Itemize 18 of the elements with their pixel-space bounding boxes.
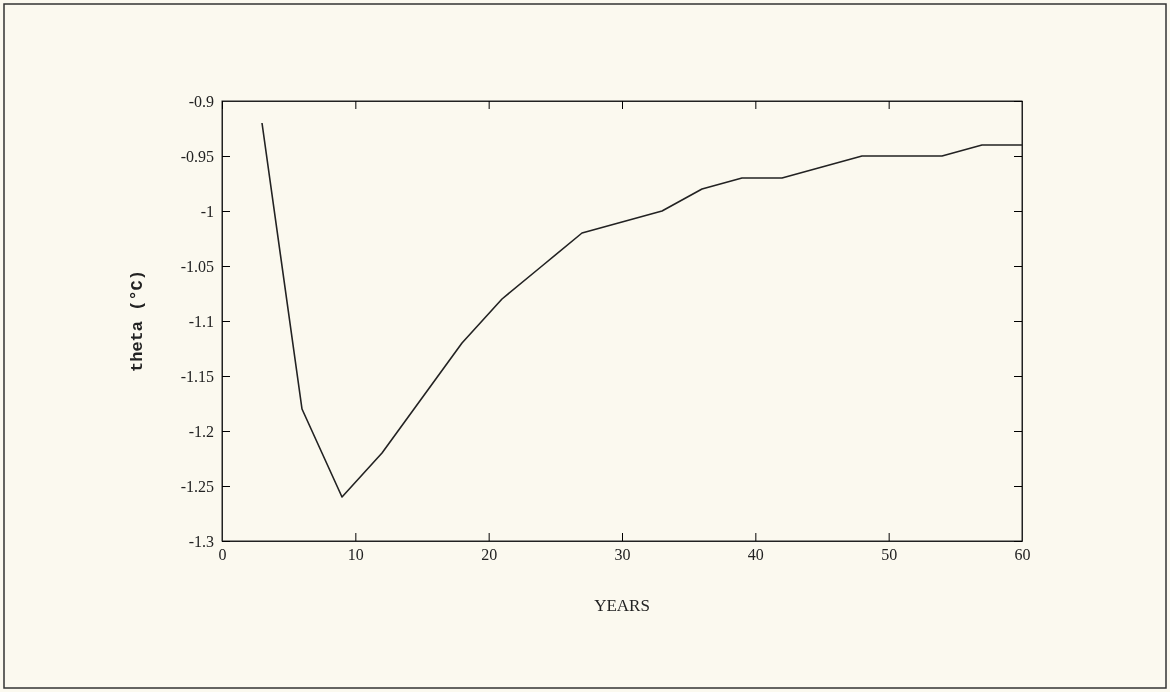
x-tick-label: 60: [1014, 546, 1031, 564]
y-tick-label: -0.9: [188, 92, 214, 110]
y-tick-label: -1: [200, 202, 214, 220]
y-tick-label: -1.25: [180, 477, 214, 495]
x-tick-label: 40: [747, 546, 764, 564]
x-tick-label: 0: [218, 546, 227, 564]
y-axis-title: theta (°C): [128, 269, 147, 373]
x-tick-label: 30: [614, 546, 631, 564]
y-tick-label: -1.15: [180, 367, 214, 385]
y-tick-label: -0.95: [180, 147, 214, 165]
y-tick-label: -1.3: [188, 532, 214, 550]
y-tick-label: -1.1: [188, 312, 214, 330]
y-tick-label: -1.05: [180, 257, 214, 275]
x-tick-label: 10: [347, 546, 364, 564]
x-tick-label: 20: [481, 546, 498, 564]
x-axis-title: YEARS: [594, 596, 650, 615]
x-tick-label: 50: [881, 546, 898, 564]
y-tick-label: -1.2: [188, 422, 214, 440]
